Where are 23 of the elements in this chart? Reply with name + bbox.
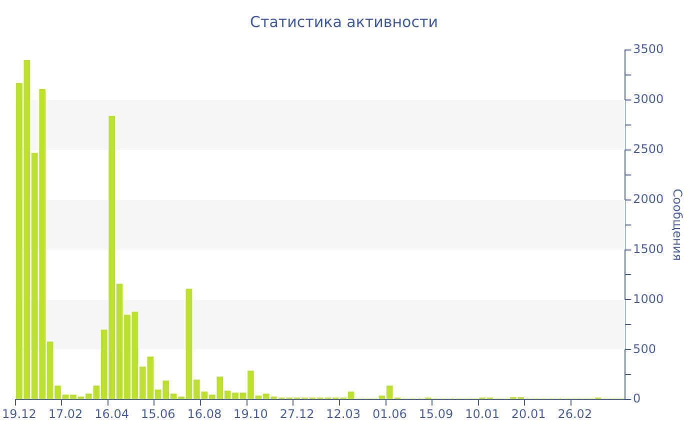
y-tick-label: 3000 (633, 92, 664, 106)
x-tick-label: 10.01 (465, 406, 500, 421)
y-tick-label: 3500 (633, 42, 664, 56)
x-tick-label: 16.04 (94, 406, 129, 421)
y-tick-label: 2000 (633, 192, 664, 206)
x-tick-label: 20.01 (511, 406, 546, 421)
x-tick-label: 16.08 (187, 406, 222, 421)
x-tick-label: 12.03 (326, 406, 361, 421)
x-tick-label: 15.09 (418, 406, 454, 421)
x-tick-label: 26.02 (558, 406, 592, 421)
y-tick-label: 2500 (633, 142, 664, 156)
y-tick-label: 1000 (633, 292, 664, 306)
x-tick-label: 17.02 (48, 406, 83, 421)
chart-title: Статистика активности (250, 12, 438, 31)
y-axis-title: Сообщения (670, 188, 685, 261)
y-tick-label: 0 (633, 392, 641, 406)
y-tick-label: 1500 (633, 242, 664, 256)
x-tick-label: 19.12 (2, 406, 36, 421)
y-tick-label: 500 (633, 342, 656, 356)
x-tick-label: 19.10 (234, 406, 268, 421)
x-tick-label: 27.12 (280, 406, 314, 421)
x-tick-label: 01.06 (372, 406, 407, 421)
x-tick-label: 15.06 (140, 406, 176, 421)
